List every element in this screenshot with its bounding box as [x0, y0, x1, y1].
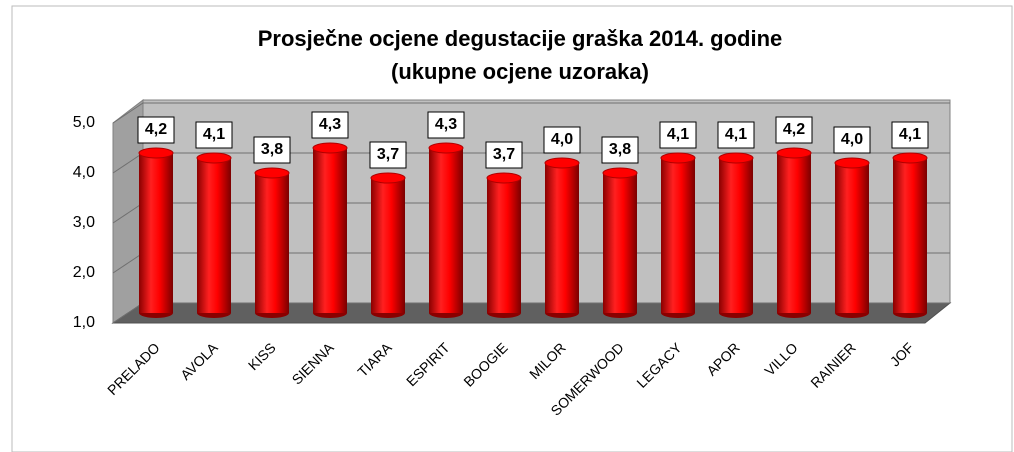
chart-title: Prosječne ocjene degustacije graška 2014… — [258, 26, 783, 51]
floor — [111, 302, 952, 324]
cylinder-top — [254, 167, 290, 179]
value-label: 3,8 — [261, 141, 283, 158]
value-label-box — [775, 116, 813, 144]
value-label: 4,1 — [725, 126, 747, 143]
bar — [893, 158, 927, 313]
bar — [719, 158, 753, 313]
value-label-box — [427, 111, 465, 139]
bar — [255, 173, 289, 313]
cylinder-top — [718, 152, 754, 164]
value-label-box — [369, 141, 407, 169]
value-label-box — [717, 121, 755, 149]
cylinder-top — [196, 152, 232, 164]
cylinder-top — [428, 142, 464, 154]
cylinder-top — [138, 147, 174, 159]
cylinder-top — [892, 152, 928, 164]
value-label-box — [137, 116, 175, 144]
cylinder-top — [486, 172, 522, 184]
y-tick-label: 1,0 — [73, 314, 95, 331]
value-label: 4,3 — [319, 116, 341, 133]
value-label-box — [659, 121, 697, 149]
value-label-box — [891, 121, 929, 149]
value-label: 4,0 — [551, 131, 573, 148]
bar — [603, 173, 637, 313]
value-label: 4,3 — [435, 116, 457, 133]
value-label-box — [543, 126, 581, 154]
cylinder-top — [602, 167, 638, 179]
cylinder-top — [776, 147, 812, 159]
value-label: 4,1 — [899, 126, 921, 143]
value-label: 3,7 — [493, 146, 515, 163]
y-tick-label: 3,0 — [73, 214, 95, 231]
bar — [661, 158, 695, 313]
value-label-box — [195, 121, 233, 149]
value-label-box — [485, 141, 523, 169]
value-label: 4,1 — [667, 126, 689, 143]
chart-subtitle: (ukupne ocjene uzoraka) — [391, 59, 649, 84]
value-label: 3,7 — [377, 146, 399, 163]
cylinder-top — [834, 157, 870, 169]
y-tick-label: 2,0 — [73, 264, 95, 281]
bar — [777, 153, 811, 313]
grid-line — [112, 102, 950, 124]
bar — [487, 178, 521, 313]
value-label: 3,8 — [609, 141, 631, 158]
cylinder-top — [312, 142, 348, 154]
value-label: 4,2 — [783, 121, 805, 138]
value-label: 4,0 — [841, 131, 863, 148]
value-label: 4,1 — [203, 126, 225, 143]
value-label-box — [253, 136, 291, 164]
bar — [139, 153, 173, 313]
bar — [197, 158, 231, 313]
y-tick-label: 4,0 — [73, 164, 95, 181]
cylinder-top — [544, 157, 580, 169]
value-label: 4,2 — [145, 121, 167, 138]
bar — [313, 148, 347, 313]
bar — [429, 148, 463, 313]
cylinder-top — [370, 172, 406, 184]
y-tick-label: 5,0 — [73, 114, 95, 131]
value-label-box — [833, 126, 871, 154]
value-label-box — [311, 111, 349, 139]
value-label-box — [601, 136, 639, 164]
bar — [371, 178, 405, 313]
cylinder-top — [660, 152, 696, 164]
bar — [835, 163, 869, 313]
bar — [545, 163, 579, 313]
